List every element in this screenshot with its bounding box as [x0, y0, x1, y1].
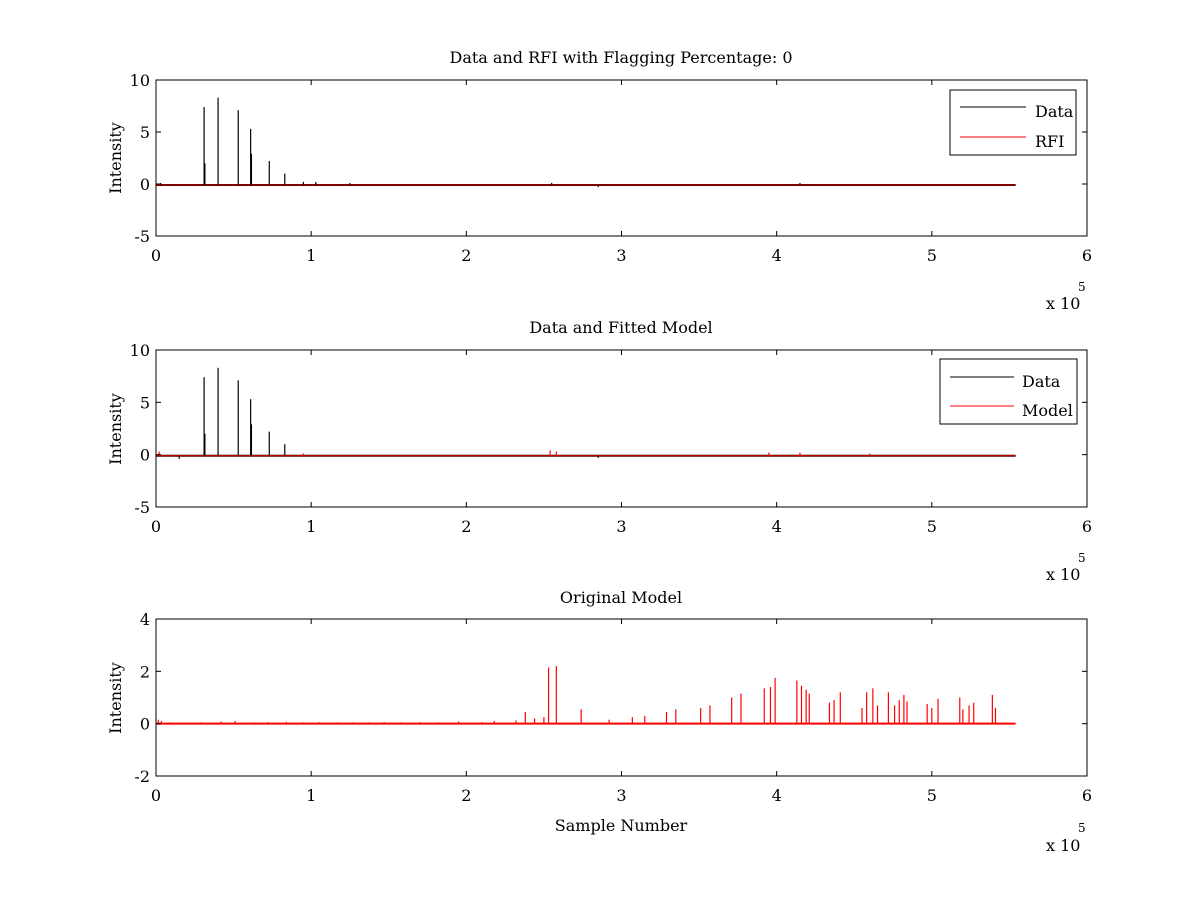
subplot-3-ylabel: Intensity — [106, 662, 125, 734]
subplot-1-x-multiplier-exponent: 5 — [1078, 280, 1086, 294]
subplot-1-xtick-label-4: 3 — [616, 246, 626, 265]
subplot-1-legend-data-label: Data — [1035, 102, 1074, 121]
subplot-2-xtick-label-3: 2 — [461, 517, 471, 536]
subplot-2-legend-box — [939, 358, 1078, 425]
subplot-2-x-multiplier-exponent: 5 — [1078, 551, 1086, 565]
subplot-2-xtick-label-6: 5 — [927, 517, 937, 536]
subplot-1: Data and RFI with Flagging Percentage: 0… — [106, 48, 1092, 313]
subplot-1-xtick-label-7: 6 — [1082, 246, 1092, 265]
subplot-1-ytick-label-1: -5 — [134, 227, 150, 246]
subplot-3-xtick-label-5: 4 — [772, 786, 782, 805]
subplot-3-title: Original Model — [560, 588, 682, 607]
subplot-2-xtick-label-5: 4 — [772, 517, 782, 536]
subplot-3-xtick-label-7: 6 — [1082, 786, 1092, 805]
subplot-2-ytick-label-4: 10 — [130, 341, 150, 360]
subplot-3-ytick-label-2: 0 — [140, 715, 150, 734]
subplot-3-x-multiplier: x 10 — [1046, 836, 1080, 855]
subplot-3-ytick-label-3: 2 — [140, 662, 150, 681]
subplot-1-ytick-label-4: 10 — [130, 71, 150, 90]
subplot-3-ytick-label-1: -2 — [134, 767, 150, 786]
subplot-1-legend-box — [949, 89, 1077, 156]
subplot-1-xtick-label-2: 1 — [306, 246, 316, 265]
subplot-2-ytick-label-2: 0 — [140, 446, 150, 465]
subplot-3-plot-area — [156, 666, 1016, 725]
subplot-3-ytick-label-4: 4 — [140, 610, 150, 629]
subplot-3-xtick-label-4: 3 — [616, 786, 626, 805]
subplot-2-xtick-label-7: 6 — [1082, 517, 1092, 536]
subplot-3-xtick-label-6: 5 — [927, 786, 937, 805]
subplot-2-title: Data and Fitted Model — [529, 318, 712, 337]
subplot-2-ytick-label-1: -5 — [134, 498, 150, 517]
subplot-3-xtick-label-3: 2 — [461, 786, 471, 805]
subplot-3-xtick-label-2: 1 — [306, 786, 316, 805]
subplot-2-plot-area — [156, 367, 1016, 459]
subplot-2-ylabel: Intensity — [106, 393, 125, 465]
subplot-1-plot-area — [156, 97, 1016, 188]
subplot-1-xtick-label-3: 2 — [461, 246, 471, 265]
subplot-3-xtick-label-1: 0 — [151, 786, 161, 805]
subplot-3-xlabel: Sample Number — [555, 816, 688, 835]
subplot-2-xtick-label-1: 0 — [151, 517, 161, 536]
subplot-1-ylabel: Intensity — [106, 122, 125, 194]
subplot-1-legend-rfi-label: RFI — [1035, 132, 1064, 151]
subplot-1-x-multiplier: x 10 — [1046, 294, 1080, 313]
subplot-2-x-multiplier: x 10 — [1046, 565, 1080, 584]
subplot-2-ytick-label-3: 5 — [140, 393, 150, 412]
subplot-2-xtick-label-4: 3 — [616, 517, 626, 536]
subplot-1-ytick-label-2: 0 — [140, 175, 150, 194]
subplot-2: Data and Fitted Model Intensity 0 1 2 3 4 5 6 -… — [106, 318, 1092, 584]
subplot-2-xtick-label-2: 1 — [306, 517, 316, 536]
subplot-1-xtick-label-1: 0 — [151, 246, 161, 265]
subplot-3-x-multiplier-exponent: 5 — [1078, 821, 1086, 835]
subplot-1-title: Data and RFI with Flagging Percentage: 0 — [449, 48, 792, 67]
subplot-1-ytick-label-3: 5 — [140, 123, 150, 142]
subplot-1-xtick-label-5: 4 — [772, 246, 782, 265]
subplot-1-xtick-label-6: 5 — [927, 246, 937, 265]
subplot-2-legend: Data Model — [939, 358, 1078, 425]
subplot-2-legend-data-label: Data — [1022, 372, 1061, 391]
subplot-1-legend: Data RFI — [949, 89, 1077, 156]
subplot-2-legend-model-label: Model — [1022, 401, 1073, 420]
